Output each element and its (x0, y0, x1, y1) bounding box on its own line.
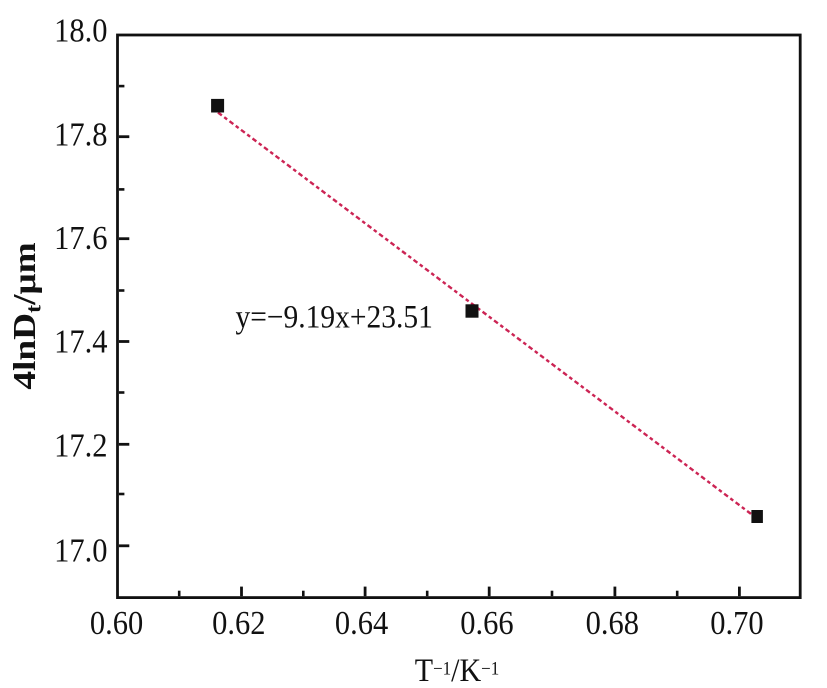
svg-text:17.8: 17.8 (54, 115, 107, 153)
svg-text:17.6: 17.6 (54, 219, 107, 257)
svg-text:17.4: 17.4 (54, 322, 107, 360)
svg-text:18.0: 18.0 (54, 11, 107, 49)
svg-text:0.70: 0.70 (710, 604, 763, 642)
svg-text:17.2: 17.2 (54, 426, 107, 464)
svg-text:0.64: 0.64 (335, 604, 388, 642)
svg-text:17.0: 17.0 (54, 531, 107, 569)
svg-text:4lnDt/μm: 4lnDt/μm (7, 242, 46, 389)
svg-text:0.62: 0.62 (212, 604, 265, 642)
svg-text:0.68: 0.68 (586, 604, 639, 642)
svg-text:0.66: 0.66 (460, 604, 513, 642)
svg-text:y=−9.19x+23.51: y=−9.19x+23.51 (236, 298, 433, 335)
svg-text:0.60: 0.60 (90, 604, 143, 642)
